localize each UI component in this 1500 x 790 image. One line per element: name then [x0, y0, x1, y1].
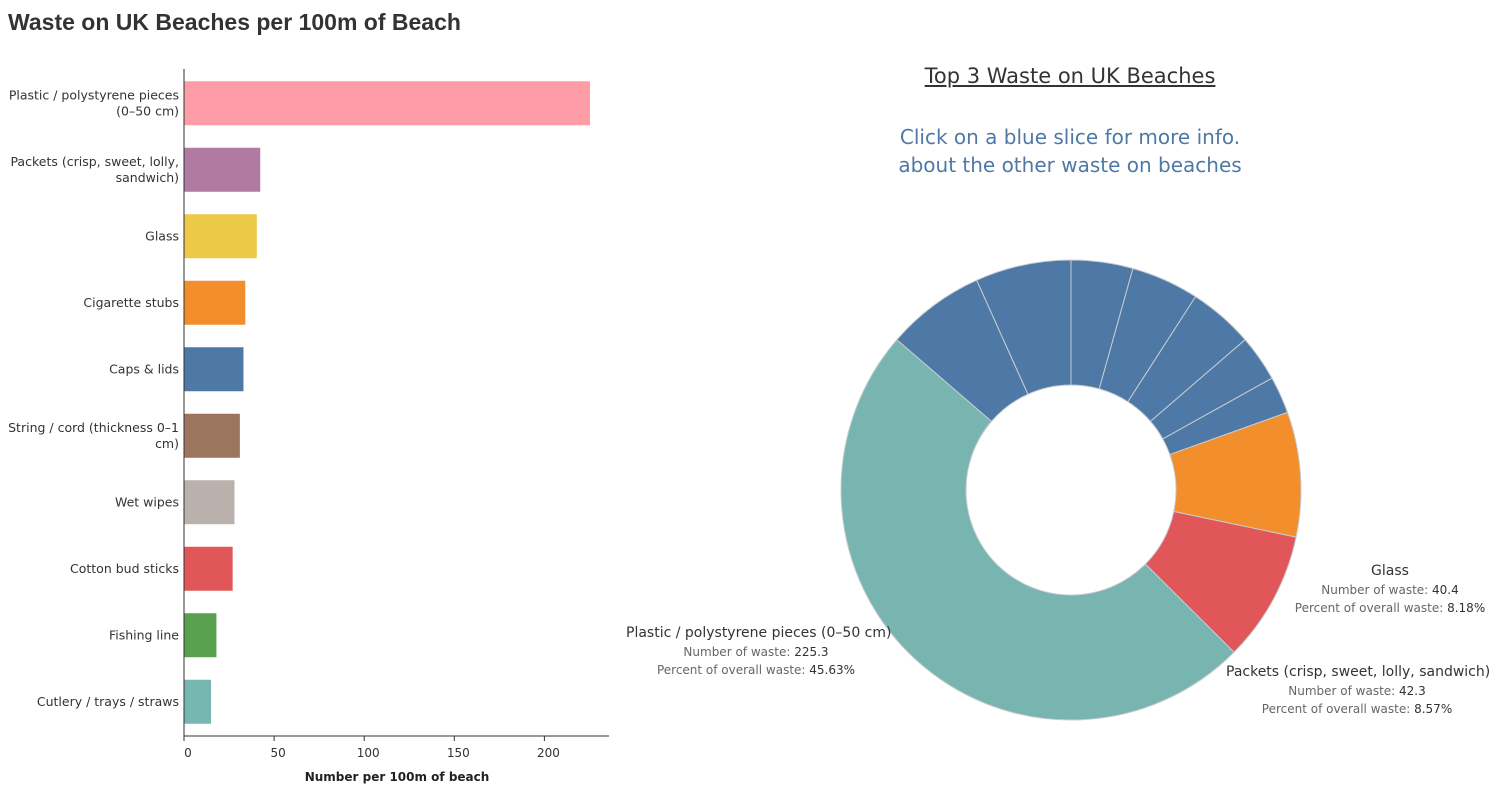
callout-name: Glass: [1371, 563, 1409, 579]
category-label: Cutlery / trays / straws: [37, 694, 179, 709]
category-label: Fishing line: [109, 627, 179, 642]
callout-count: Number of waste: 42.3: [1288, 684, 1426, 698]
callout-percent: Percent of overall waste: 8.57%: [1261, 702, 1453, 716]
category-label: Plastic / polystyrene pieces (0–50 cm): [9, 87, 179, 118]
packets-callout: Packets (crisp, sweet, lolly, sandwich) …: [1226, 663, 1491, 718]
donut-slice[interactable]: [840, 338, 1235, 721]
category-label: Packets (crisp, sweet, lolly, sandwich): [10, 154, 179, 185]
category-label: Glass: [145, 228, 179, 243]
plastic-callout: Plastic / polystyrene pieces (0–50 cm) N…: [626, 624, 892, 679]
bar[interactable]: [184, 214, 257, 259]
bar[interactable]: [184, 546, 233, 591]
glass-callout: Glass Number of waste: 40.4 Percent of o…: [1290, 562, 1490, 617]
bar[interactable]: [184, 147, 261, 192]
category-label: Wet wipes: [115, 494, 179, 509]
donut-chart: [840, 259, 1302, 721]
x-tick-label: 200: [537, 746, 560, 760]
callout-name: Packets (crisp, sweet, lolly, sandwich): [1226, 664, 1491, 680]
callout-name: Plastic / polystyrene pieces (0–50 cm): [626, 625, 892, 641]
x-tick-label: 0: [184, 746, 192, 760]
donut-slice[interactable]: [976, 259, 1072, 395]
bar[interactable]: [184, 81, 590, 126]
bar[interactable]: [184, 613, 217, 658]
category-label: String / cord (thickness 0–1 cm): [8, 420, 179, 451]
category-label: Cotton bud sticks: [70, 561, 179, 576]
donut-chart-title: Top 3 Waste on UK Beaches: [924, 64, 1216, 88]
bar[interactable]: [184, 480, 235, 525]
bar-chart: Plastic / polystyrene pieces (0–50 cm) Pac…: [8, 69, 609, 784]
category-label: Caps & lids: [109, 361, 179, 376]
callout-percent: Percent of overall waste: 8.18%: [1294, 601, 1486, 615]
subtitle-line-2: about the other waste on beaches: [898, 153, 1242, 177]
callout-percent: Percent of overall waste: 45.63%: [656, 663, 856, 677]
x-tick-label: 100: [357, 746, 380, 760]
donut-chart-subtitle: Click on a blue slice for more info. abo…: [770, 123, 1370, 179]
x-tick-label: 150: [447, 746, 470, 760]
callout-count: Number of waste: 225.3: [683, 645, 829, 659]
subtitle-line-1: Click on a blue slice for more info.: [899, 125, 1241, 149]
bar[interactable]: [184, 679, 212, 724]
category-label: Cigarette stubs: [83, 295, 179, 310]
x-axis-label: Number per 100m of beach: [305, 770, 490, 784]
page-title: Waste on UK Beaches per 100m of Beach: [8, 9, 461, 35]
bar[interactable]: [184, 347, 244, 392]
callout-count: Number of waste: 40.4: [1321, 583, 1459, 597]
x-tick-label: 50: [270, 746, 285, 760]
bar[interactable]: [184, 280, 246, 325]
bar[interactable]: [184, 413, 240, 458]
